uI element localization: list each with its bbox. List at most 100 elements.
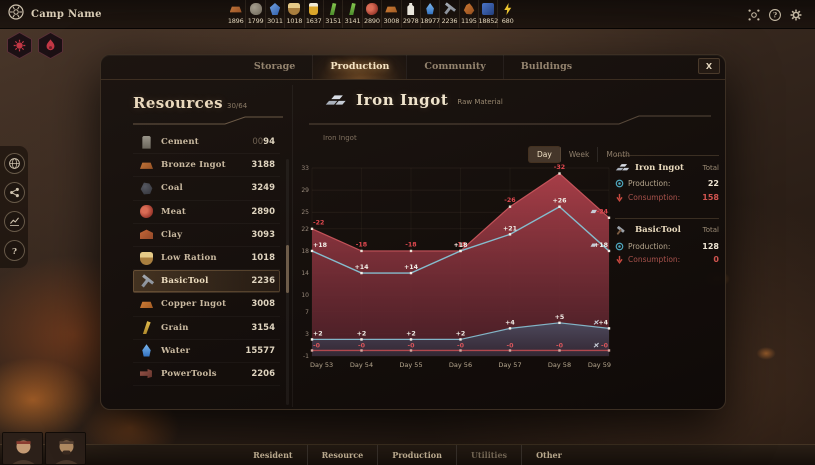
settler-avatar-icon bbox=[3, 433, 42, 464]
settler-portrait-2[interactable] bbox=[45, 432, 86, 465]
resource-value: 3154 bbox=[251, 322, 275, 333]
svg-text:-0: -0 bbox=[358, 342, 366, 349]
leek-counter[interactable]: 3151 bbox=[322, 0, 342, 28]
resource-name: BasicTool bbox=[161, 276, 209, 287]
camp-name-button[interactable]: Camp Name bbox=[0, 3, 226, 25]
meat-counter[interactable]: 2890 bbox=[361, 0, 381, 28]
resource-count: 2236 bbox=[441, 16, 458, 25]
water-counter[interactable]: 18977 bbox=[419, 0, 440, 28]
bottom-tab-resource[interactable]: Resource bbox=[306, 445, 378, 465]
resource-row-grain[interactable]: Grain 3154 bbox=[133, 317, 280, 340]
world-button[interactable] bbox=[3, 153, 25, 174]
resource-row-water[interactable]: Water 15577 bbox=[133, 340, 280, 363]
tool-counter[interactable]: 2236 bbox=[439, 0, 458, 28]
svg-text:-18: -18 bbox=[455, 241, 466, 248]
help-button[interactable]: ? bbox=[3, 240, 25, 261]
milk-counter[interactable]: 2978 bbox=[400, 0, 420, 28]
container-counter[interactable]: 18852 bbox=[478, 0, 499, 28]
tab-storage[interactable]: Storage bbox=[253, 61, 296, 72]
production-icon bbox=[615, 179, 624, 188]
resource-name: Bronze Ingot bbox=[161, 160, 226, 171]
settings-button[interactable] bbox=[789, 7, 803, 21]
resource-name: Grain bbox=[161, 322, 189, 333]
bottom-tab-utilities[interactable]: Utilities bbox=[455, 445, 521, 465]
copper-ingot-counter[interactable]: 3008 bbox=[381, 0, 400, 28]
stone-counter[interactable]: 1799 bbox=[245, 0, 264, 28]
resource-name: Low Ration bbox=[161, 253, 217, 264]
ration-counter[interactable]: 1018 bbox=[284, 0, 303, 28]
camp-name-label: Camp Name bbox=[31, 8, 102, 20]
crystal-counter[interactable]: 3011 bbox=[264, 0, 284, 28]
ingot-icon bbox=[615, 164, 630, 171]
period-month-button[interactable]: Month bbox=[597, 147, 638, 162]
svg-text:+26: +26 bbox=[552, 198, 567, 205]
crystal-icon bbox=[269, 3, 281, 15]
totals-title: BasicTool bbox=[635, 225, 681, 235]
resource-count: 3011 bbox=[267, 16, 283, 25]
power-icon bbox=[504, 3, 512, 15]
bottom-tab-other[interactable]: Other bbox=[521, 445, 576, 465]
hint-button[interactable]: ? bbox=[768, 7, 782, 21]
bronze-bar-counter[interactable]: 1896 bbox=[226, 0, 245, 28]
resource-count: 3008 bbox=[383, 16, 400, 25]
bottom-tab-production[interactable]: Production bbox=[377, 445, 456, 465]
tab-community[interactable]: Community bbox=[406, 55, 502, 79]
svg-text:-32: -32 bbox=[554, 164, 565, 171]
resource-row-clay[interactable]: Clay 3093 bbox=[133, 224, 280, 247]
svg-text:?: ? bbox=[773, 11, 777, 20]
focus-button[interactable] bbox=[747, 7, 761, 21]
tab-production[interactable]: Production bbox=[312, 55, 407, 79]
resource-row-cement[interactable]: Cement 0094 bbox=[133, 131, 280, 154]
svg-text:-18: -18 bbox=[356, 241, 367, 248]
divider-ornament bbox=[133, 116, 283, 125]
totals-row-label: Production: bbox=[628, 179, 671, 188]
resource-row-basictool[interactable]: BasicTool 2236 bbox=[133, 270, 280, 294]
resource-count: 1018 bbox=[286, 16, 303, 25]
resource-row-low-ration[interactable]: Low Ration 1018 bbox=[133, 247, 280, 270]
totals-title: Iron Ingot bbox=[635, 162, 684, 173]
production-dialog: Storage Production Community Buildings X Re… bbox=[100, 54, 726, 410]
ore-icon bbox=[463, 3, 475, 15]
share-icon bbox=[9, 187, 19, 198]
period-week-button[interactable]: Week bbox=[559, 147, 598, 162]
resource-count: 3151 bbox=[325, 16, 342, 25]
badge-frame bbox=[8, 33, 31, 58]
close-button[interactable]: X bbox=[698, 58, 720, 74]
stats-button[interactable] bbox=[3, 211, 25, 232]
resource-row-powertools[interactable]: PowerTools 2206 bbox=[133, 363, 280, 386]
ore-counter[interactable]: 1195 bbox=[458, 0, 478, 28]
virus-icon bbox=[13, 39, 26, 52]
svg-text:Day 55: Day 55 bbox=[399, 361, 422, 369]
bottom-tab-resident[interactable]: Resident bbox=[253, 450, 293, 460]
svg-text:Day 59: Day 59 bbox=[588, 361, 611, 369]
fire-alert-badge[interactable] bbox=[38, 32, 63, 59]
resource-scrollbar[interactable] bbox=[286, 159, 289, 405]
period-day-button[interactable]: Day bbox=[529, 147, 560, 162]
svg-text:+2: +2 bbox=[406, 330, 416, 337]
resource-value: 2236 bbox=[251, 276, 275, 287]
share-button[interactable] bbox=[3, 182, 25, 203]
settler-portrait-1[interactable] bbox=[2, 432, 43, 465]
epidemic-alert-badge[interactable] bbox=[7, 32, 32, 59]
power-counter[interactable]: 680 bbox=[497, 0, 516, 28]
svg-text:+2: +2 bbox=[456, 330, 466, 337]
svg-text:+21: +21 bbox=[503, 225, 517, 232]
resource-count: 18852 bbox=[478, 16, 499, 25]
resources-title: Resources bbox=[133, 94, 223, 112]
meat-icon bbox=[140, 205, 153, 219]
scrollbar-thumb[interactable] bbox=[286, 245, 289, 293]
tab-buildings[interactable]: Buildings bbox=[502, 55, 589, 79]
resource-row-meat[interactable]: Meat 2890 bbox=[133, 201, 280, 224]
tool-icon bbox=[441, 1, 458, 18]
resource-row-bronze-ingot[interactable]: Bronze Ingot 3188 bbox=[133, 154, 280, 177]
cement-icon bbox=[142, 135, 151, 149]
svg-text:+2: +2 bbox=[313, 330, 323, 337]
resource-count: 2978 bbox=[402, 16, 419, 25]
svg-text:+4: +4 bbox=[505, 319, 515, 326]
leek-counter[interactable]: 3141 bbox=[342, 0, 361, 28]
resource-strip: 1896 1799 3011 1018 1637 3151 3141 2890 3008 2978… bbox=[226, 0, 517, 28]
beer-counter[interactable]: 1637 bbox=[303, 0, 323, 28]
resource-row-copper-ingot[interactable]: Copper Ingot 3008 bbox=[133, 293, 280, 316]
resource-row-coal[interactable]: Coal 3249 bbox=[133, 177, 280, 200]
iron-ingot-icon bbox=[325, 95, 346, 105]
